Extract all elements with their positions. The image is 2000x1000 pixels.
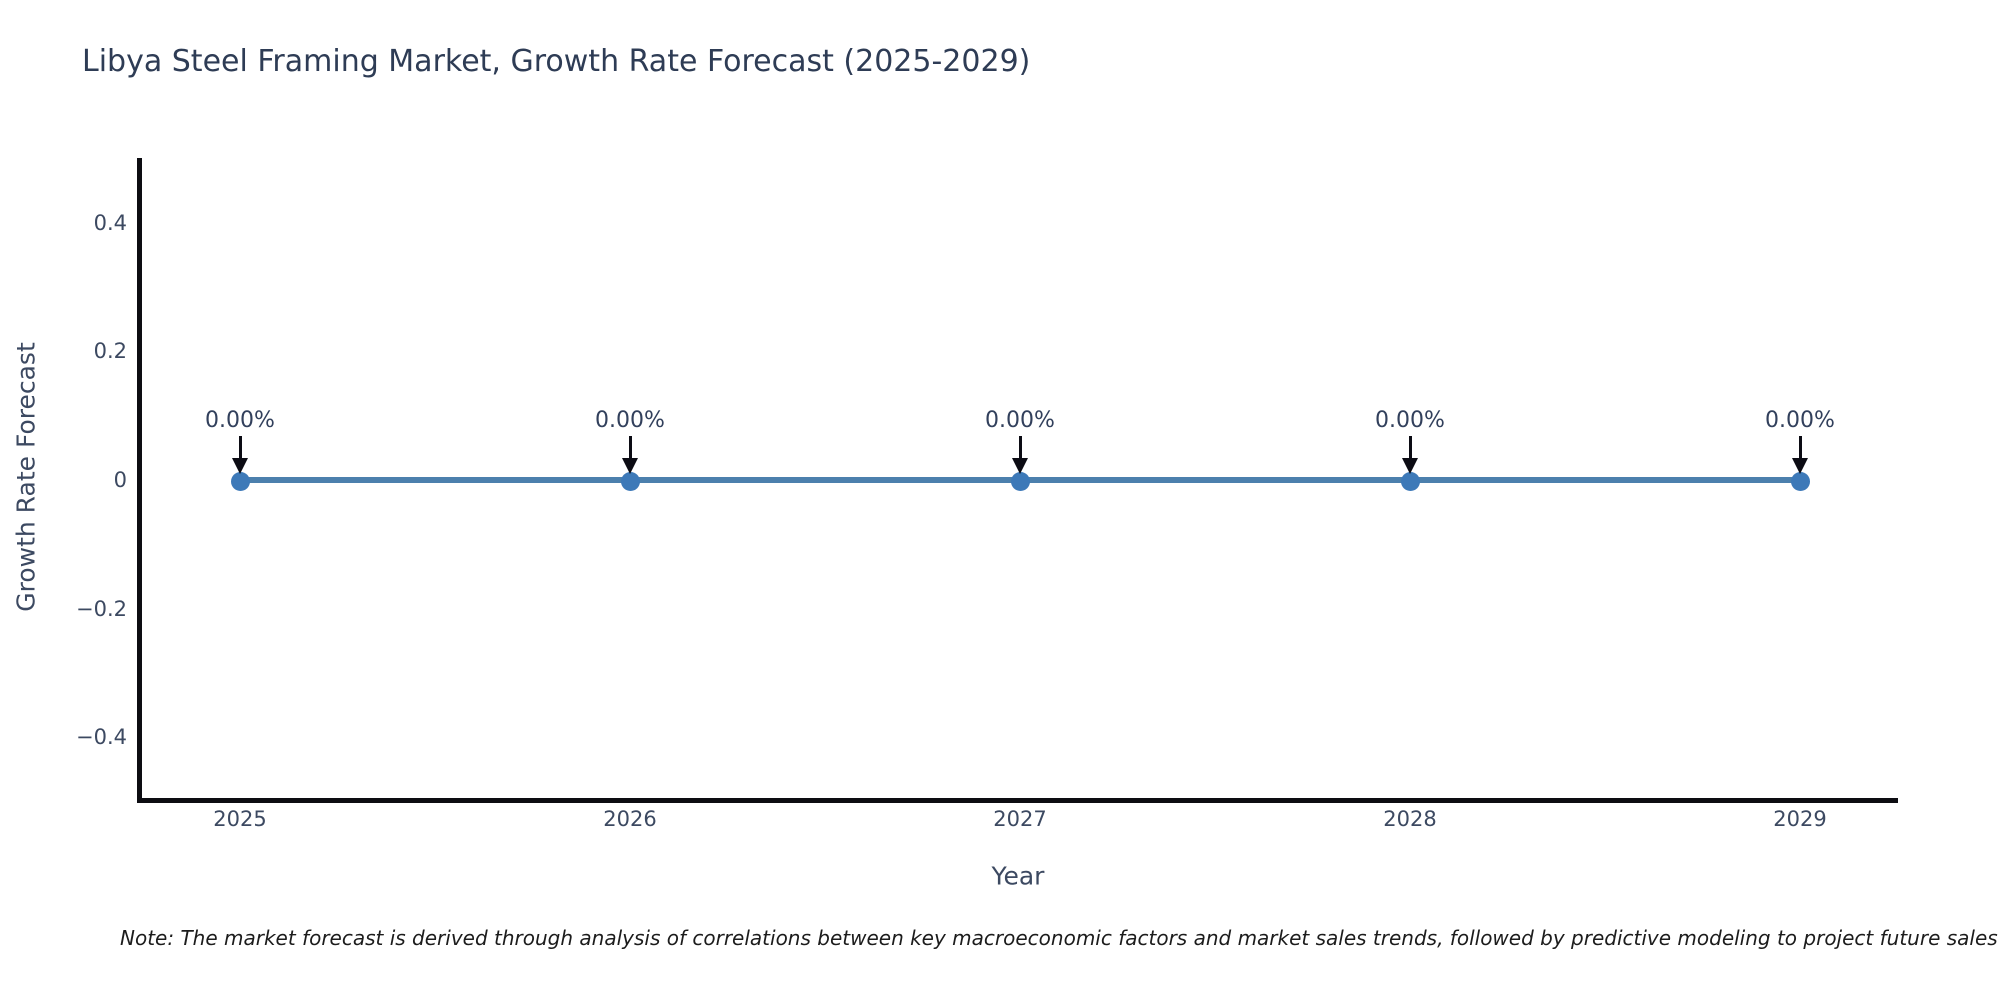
data-point-marker [620,472,640,491]
annotation-arrow-line [628,436,632,460]
y-tick-label: 0 [113,468,127,492]
data-point-marker [1790,472,1810,491]
annotation-arrow-line [238,436,242,460]
x-tick-label: 2029 [1773,807,1827,831]
x-axis-line [137,798,1898,803]
point-value-label: 0.00% [1375,408,1445,433]
annotation-arrow-head-icon [622,458,638,474]
x-tick-label: 2025 [213,807,267,831]
annotation-arrow-head-icon [1012,458,1028,474]
point-value-label: 0.00% [595,408,665,433]
point-value-label: 0.00% [1765,408,1835,433]
point-value-label: 0.00% [205,408,275,433]
annotation-arrow-line [1018,436,1022,460]
annotation-arrow-line [1408,436,1412,460]
annotation-arrow-line [1798,436,1802,460]
annotation-arrow-head-icon [232,458,248,474]
x-axis-label: Year [991,861,1045,891]
x-tick-label: 2028 [1383,807,1437,831]
annotation-arrow-head-icon [1792,458,1808,474]
y-axis-line [137,158,142,803]
chart-title: Libya Steel Framing Market, Growth Rate … [82,44,1031,79]
y-tick-label: 0.2 [93,339,127,364]
data-point-marker [1010,472,1030,491]
y-tick-label: −0.2 [76,596,127,621]
annotation-arrow-head-icon [1402,458,1418,474]
point-value-label: 0.00% [985,408,1055,433]
data-point-marker [230,472,250,491]
footnote: Note: The market forecast is derived thr… [120,926,1998,950]
y-tick-label: −0.4 [76,725,127,750]
x-tick-label: 2027 [993,807,1047,831]
x-tick-label: 2026 [603,807,657,831]
y-tick-label: 0.4 [93,210,127,235]
data-point-marker [1400,472,1420,491]
